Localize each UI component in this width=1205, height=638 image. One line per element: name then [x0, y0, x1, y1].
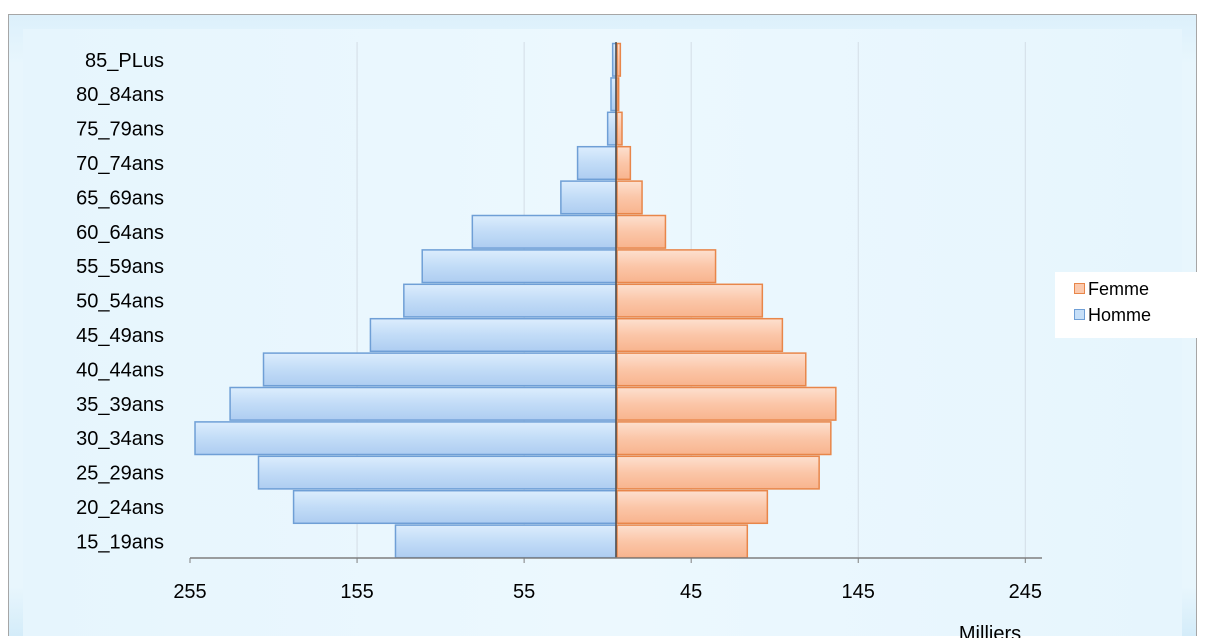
bar-femme-50_54ans [616, 283, 764, 318]
bar-femme-65_69ans [616, 180, 643, 215]
bar-homme-70_74ans [576, 145, 617, 181]
y-tick-label-35_39ans: 35_39ans [76, 394, 164, 416]
axes [189, 42, 1042, 563]
bar-homme-60_64ans [471, 214, 617, 249]
legend: Femme Homme [1055, 272, 1199, 338]
legend-label-femme: Femme [1088, 279, 1150, 299]
x-tick-label-1: 155 [340, 581, 373, 603]
bar-femme-85_PLus [616, 42, 622, 77]
bar-femme-45_49ans [616, 317, 784, 353]
x-axis-title: Milliers [959, 623, 1021, 638]
x-tick-label-4: 145 [842, 581, 875, 603]
bar-femme-15_19ans [616, 524, 749, 559]
y-tick-label-55_59ans: 55_59ans [76, 256, 164, 278]
bar-homme-35_39ans [229, 386, 617, 421]
y-axis-labels: 15_19ans 20_24ans 25_29ans 30_34ans 35_39ans… [76, 50, 164, 554]
bar-femme-20_24ans [616, 489, 769, 525]
legend-swatch-homme [1074, 309, 1085, 320]
bar-homme-50_54ans [403, 283, 617, 318]
bar-femme-25_29ans [616, 455, 820, 490]
x-tick-label-5: 245 [1009, 581, 1042, 603]
bar-homme-80_84ans [610, 77, 617, 112]
bar-homme-55_59ans [421, 249, 617, 284]
legend-item-homme: Homme [1074, 302, 1199, 328]
bar-femme-35_39ans [616, 386, 837, 421]
bar-homme-30_34ans [194, 421, 617, 456]
bar-homme-65_69ans [560, 180, 617, 215]
y-tick-label-45_49ans: 45_49ans [76, 325, 164, 347]
y-tick-label-70_74ans: 70_74ans [76, 153, 164, 175]
bars [194, 42, 837, 559]
bar-homme-40_44ans [262, 352, 617, 387]
bar-femme-55_59ans [616, 249, 717, 284]
y-tick-label-50_54ans: 50_54ans [76, 291, 164, 313]
y-tick-label-75_79ans: 75_79ans [76, 119, 164, 141]
bar-femme-60_64ans [616, 214, 667, 249]
y-tick-label-65_69ans: 65_69ans [76, 187, 164, 209]
x-tick-label-0: 255 [173, 581, 206, 603]
x-tick-label-3: 45 [680, 581, 702, 603]
bar-femme-40_44ans [616, 352, 807, 387]
bar-homme-75_79ans [606, 111, 617, 146]
y-tick-label-60_64ans: 60_64ans [76, 222, 164, 244]
y-tick-label-25_29ans: 25_29ans [76, 463, 164, 485]
bar-femme-75_79ans [616, 111, 623, 146]
bar-homme-45_49ans [369, 317, 617, 353]
bar-femme-80_84ans [616, 77, 620, 112]
y-tick-label-80_84ans: 80_84ans [76, 84, 164, 106]
y-tick-label-15_19ans: 15_19ans [76, 531, 164, 553]
y-tick-label-20_24ans: 20_24ans [76, 497, 164, 519]
x-axis-labels: 255 155 55 45 145 245 [173, 581, 1042, 603]
legend-swatch-femme [1074, 283, 1085, 294]
bar-femme-70_74ans [616, 145, 632, 181]
bar-femme-30_34ans [616, 421, 832, 456]
bar-homme-20_24ans [292, 489, 617, 525]
legend-item-femme: Femme [1074, 276, 1199, 302]
y-tick-label-85_PLus: 85_PLus [85, 50, 164, 72]
bar-homme-25_29ans [257, 455, 617, 490]
legend-label-homme: Homme [1088, 305, 1152, 325]
y-tick-label-30_34ans: 30_34ans [76, 428, 164, 450]
y-tick-label-40_44ans: 40_44ans [76, 359, 164, 381]
bar-homme-15_19ans [394, 524, 617, 559]
x-tick-label-2: 55 [513, 581, 535, 603]
